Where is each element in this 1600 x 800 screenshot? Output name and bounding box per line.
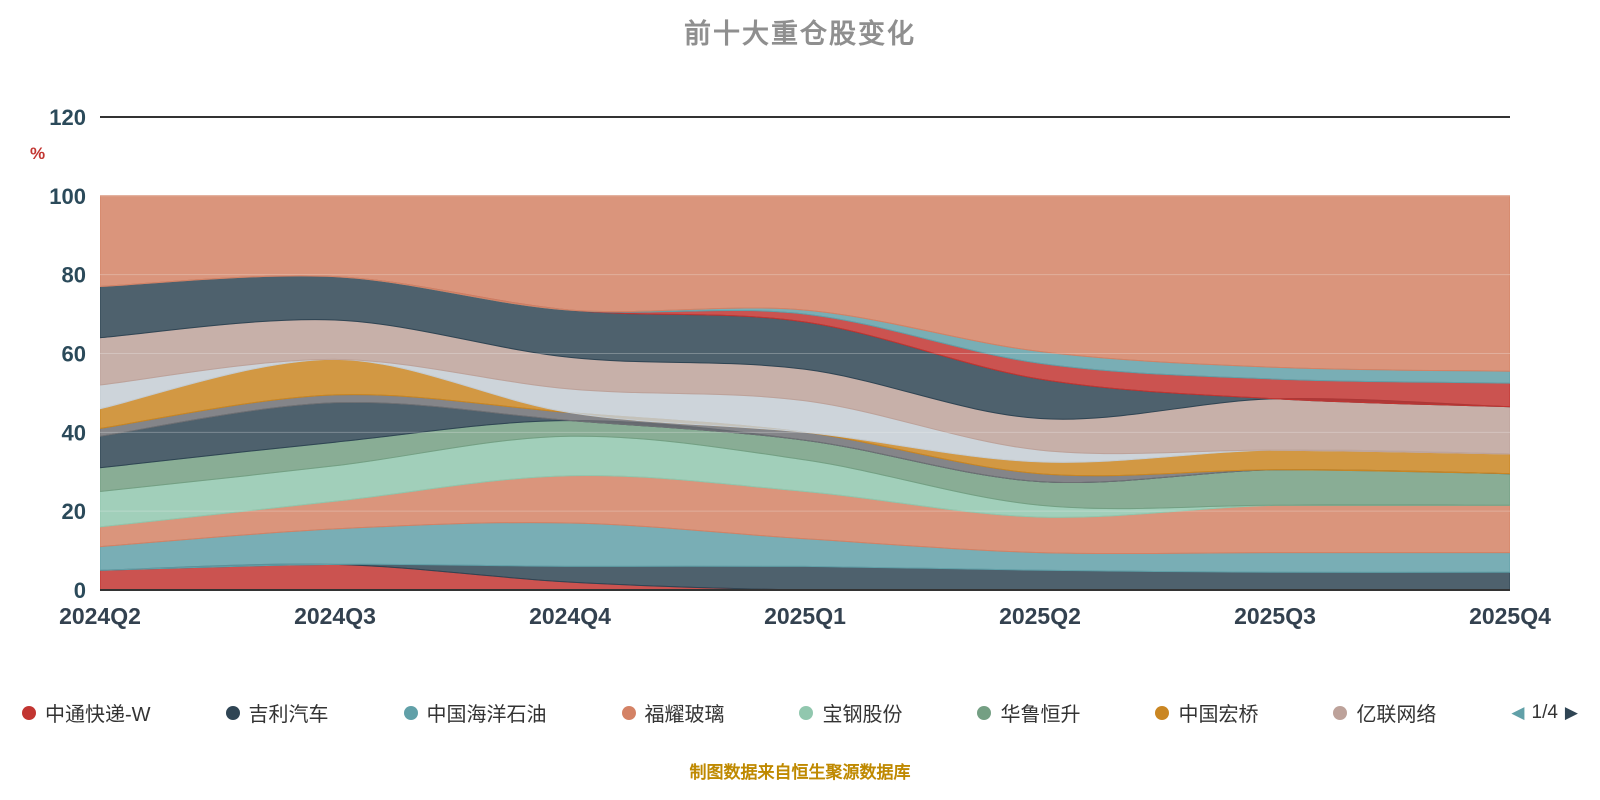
y-tick-label: 120	[49, 105, 86, 130]
legend-marker-icon	[22, 705, 36, 720]
legend-item-3[interactable]: 中国海洋石油	[403, 698, 547, 727]
legend-item-8[interactable]: 亿联网络	[1333, 698, 1436, 727]
legend-pager: ◀ 1/4 ▶	[1511, 702, 1578, 724]
data-source-caption: 制图数据来自恒生聚源数据库	[689, 763, 911, 782]
legend-marker-icon	[799, 705, 814, 720]
legend-item-7[interactable]: 中国宏桥	[1155, 698, 1258, 727]
legend-item-6[interactable]: 华鲁恒升	[977, 698, 1080, 727]
legend-marker-icon	[1155, 705, 1170, 720]
y-tick-label: 20	[62, 499, 86, 524]
y-tick-label: 40	[62, 420, 86, 445]
x-tick-label: 2025Q4	[1469, 603, 1551, 629]
y-tick-label: 100	[49, 184, 86, 209]
legend-item-2[interactable]: 吉利汽车	[225, 698, 329, 727]
legend-item-label: 华鲁恒升	[1000, 704, 1081, 726]
legend-marker-icon	[977, 705, 992, 720]
legend-item-1[interactable]: 中通快递-W	[22, 698, 151, 727]
legend-marker-icon	[1333, 705, 1348, 720]
legend-item-label: 中通快递-W	[45, 704, 151, 726]
legend-marker-icon	[225, 705, 240, 720]
legend-item-label: 中国宏桥	[1178, 704, 1259, 726]
y-tick-label: 80	[62, 263, 86, 288]
y-tick-label: 60	[62, 342, 86, 367]
legend: 中通快递-W 吉利汽车 中国海洋石油 福耀玻璃 宝钢股份 华鲁恒升 中国宏桥 亿联网络 ◀ 1…	[0, 698, 1600, 727]
legend-next-icon[interactable]: ▶	[1564, 703, 1578, 722]
x-tick-label: 2024Q4	[529, 603, 611, 629]
legend-item-5[interactable]: 宝钢股份	[799, 698, 902, 727]
legend-marker-icon	[621, 705, 636, 720]
x-tick-label: 2025Q1	[764, 603, 846, 629]
x-tick-label: 2025Q2	[999, 603, 1081, 629]
x-tick-label: 2024Q2	[59, 603, 141, 629]
legend-item-label: 宝钢股份	[822, 704, 903, 726]
legend-page-indicator: 1/4	[1531, 701, 1558, 723]
area-series-15[interactable]	[100, 195, 1510, 372]
x-tick-label: 2025Q3	[1234, 603, 1316, 629]
x-tick-label: 2024Q3	[294, 603, 376, 629]
y-tick-label: 0	[74, 578, 86, 603]
legend-item-label: 亿联网络	[1356, 704, 1437, 726]
legend-item-4[interactable]: 福耀玻璃	[621, 698, 725, 727]
legend-item-label: 福耀玻璃	[644, 704, 725, 726]
legend-marker-icon	[403, 705, 418, 720]
legend-prev-icon[interactable]: ◀	[1511, 703, 1525, 722]
stacked-area-chart[interactable]: 0 20 40 60 80 100 120 2024Q2 2024Q3 2024Q4 2025Q1 2…	[0, 0, 1600, 660]
legend-item-label: 中国海洋石油	[426, 704, 547, 726]
chart-title: 前十大重仓股变化	[684, 19, 916, 49]
y-axis-unit-label: %	[30, 144, 46, 163]
legend-item-label: 吉利汽车	[248, 704, 329, 726]
